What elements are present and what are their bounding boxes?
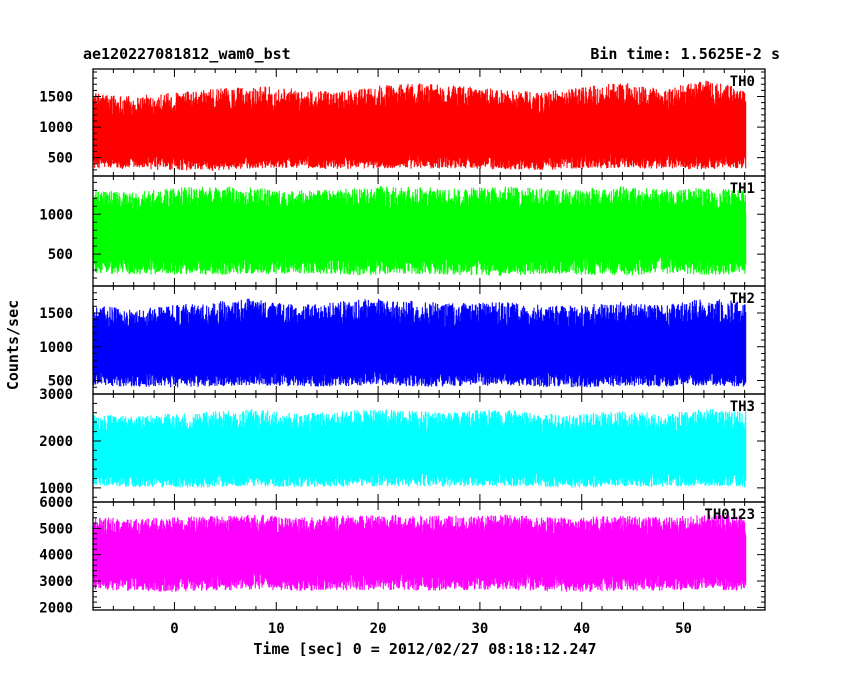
y-tick-label: 500	[48, 374, 73, 390]
y-tick-label: 2000	[39, 600, 73, 616]
y-tick-label: 3000	[39, 387, 73, 403]
x-tick-label: 50	[675, 621, 692, 637]
y-tick-label: 1500	[39, 306, 73, 322]
y-tick-label: 2000	[39, 434, 73, 450]
y-tick-label: 1000	[39, 207, 73, 223]
panel-label-th1: TH1	[730, 181, 755, 197]
panel-label-th3: TH3	[730, 399, 755, 415]
y-tick-label: 6000	[39, 495, 73, 511]
y-tick-label: 1000	[39, 481, 73, 497]
x-tick-label: 30	[471, 621, 488, 637]
y-tick-label: 1000	[39, 120, 73, 136]
chart-title-right: Bin time: 1.5625E-2 s	[590, 45, 780, 63]
panel-label-th2: TH2	[730, 291, 755, 307]
series-th3	[92, 409, 747, 488]
panel-label-th0123: TH0123	[704, 507, 755, 523]
panel-label-th0: TH0	[730, 74, 755, 90]
x-axis-title: Time [sec] 0 = 2012/02/27 08:18:12.247	[253, 640, 596, 658]
chart-title-left: ae120227081812_wam0_bst	[83, 45, 291, 63]
x-tick-label: 10	[268, 621, 285, 637]
y-tick-label: 500	[48, 151, 73, 167]
y-tick-label: 1000	[39, 340, 73, 356]
x-tick-label: 0	[170, 621, 178, 637]
y-tick-label: 3000	[39, 574, 73, 590]
series-th1	[92, 186, 747, 276]
series-th0123	[92, 514, 747, 592]
series-th0	[92, 80, 747, 171]
panel-frame-th0123	[92, 501, 766, 611]
y-tick-label: 1500	[39, 90, 73, 106]
x-tick-label: 20	[370, 621, 387, 637]
series-th2	[92, 298, 747, 388]
y-tick-label: 500	[48, 247, 73, 263]
x-tick-label: 40	[573, 621, 590, 637]
y-tick-label: 4000	[39, 548, 73, 564]
y-axis-title: Counts/sec	[4, 300, 22, 390]
panels-group: 50010001500TH05001000TH150010001500TH210…	[39, 68, 766, 637]
y-tick-label: 5000	[39, 521, 73, 537]
